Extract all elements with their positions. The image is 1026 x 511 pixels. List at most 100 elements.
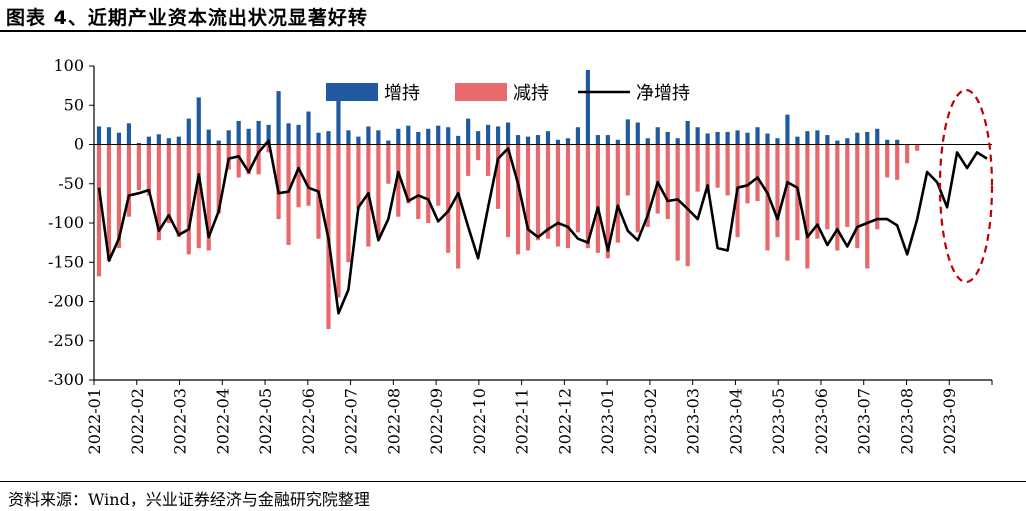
bar-decrease — [266, 144, 271, 153]
bar-increase — [296, 124, 301, 145]
bar-decrease — [545, 144, 551, 239]
bar-decrease — [525, 144, 531, 251]
bar-increase — [136, 142, 141, 145]
chart-title: 图表 4、近期产业资本流出状况显著好转 — [6, 7, 368, 29]
bar-increase — [895, 139, 900, 145]
bar-decrease — [176, 144, 181, 238]
bar-decrease — [695, 144, 700, 192]
bar-decrease — [346, 144, 351, 263]
source-note: 资料来源：Wind，兴业证券经济与金融研究院整理 — [8, 490, 370, 509]
bar-increase — [126, 123, 132, 145]
bar-decrease — [655, 144, 660, 214]
bar-increase — [426, 128, 431, 145]
bar-decrease — [905, 144, 910, 164]
bar-decrease — [496, 144, 501, 209]
bar-increase — [785, 114, 790, 145]
bar-decrease — [136, 144, 141, 191]
bar-decrease — [645, 144, 650, 227]
bar-increase — [605, 135, 610, 145]
bar-decrease — [615, 144, 620, 243]
bar-decrease — [186, 144, 191, 255]
bar-increase — [815, 130, 820, 145]
bar-decrease — [675, 144, 680, 261]
bar-decrease — [855, 144, 860, 249]
bar-increase — [376, 130, 381, 145]
highlight-ellipse — [938, 88, 994, 284]
bar-decrease — [845, 144, 850, 227]
bar-increase — [765, 133, 770, 145]
x-tick-label: 2022-04 — [213, 388, 232, 454]
bar-decrease — [885, 144, 890, 178]
bar-increase — [545, 131, 551, 145]
y-tick-label: -200 — [48, 292, 84, 311]
bar-increase — [276, 91, 281, 145]
bar-decrease — [486, 144, 491, 176]
bar-increase — [166, 138, 171, 145]
bar-increase — [825, 135, 830, 145]
bar-increase — [795, 136, 800, 145]
bar-decrease — [436, 144, 441, 206]
bar-increase — [486, 124, 491, 145]
bar-decrease — [146, 144, 151, 196]
bar-decrease — [166, 144, 171, 223]
bar-increase — [715, 131, 720, 145]
bar-increase — [316, 132, 321, 145]
x-tick-label: 2022-08 — [384, 388, 403, 454]
bar-decrease — [126, 144, 132, 217]
bar-decrease — [386, 144, 391, 184]
bar-increase — [875, 128, 880, 145]
bar-increase — [775, 138, 780, 145]
bar-increase — [386, 140, 391, 145]
bar-increase — [855, 132, 860, 145]
bar-decrease — [555, 144, 561, 247]
bar-increase — [246, 128, 251, 145]
bar-increase — [266, 124, 271, 145]
bar-increase — [146, 136, 151, 145]
bar-increase — [476, 131, 481, 145]
bar-increase — [645, 138, 650, 145]
bar-decrease — [226, 144, 231, 170]
bar-decrease — [356, 144, 361, 209]
bar-decrease — [705, 144, 710, 194]
bar-decrease — [825, 144, 830, 230]
x-tick-label: 2023-04 — [726, 388, 745, 454]
bar-increase — [515, 135, 521, 145]
bar-increase — [575, 127, 581, 145]
bar-increase — [595, 135, 600, 145]
bar-decrease — [156, 144, 161, 241]
bar-increase — [685, 120, 690, 145]
y-tick-label: 50 — [64, 95, 84, 114]
x-tick-label: 2023-07 — [855, 388, 874, 454]
x-tick-label: 2022-03 — [171, 388, 190, 454]
x-tick-label: 2023-08 — [897, 388, 916, 454]
bar-increase — [535, 135, 541, 145]
bar-increase — [196, 97, 201, 145]
x-tick-label: 2022-06 — [299, 388, 318, 454]
bar-increase — [665, 131, 670, 145]
legend-label: 减持 — [513, 83, 549, 104]
bar-increase — [565, 138, 571, 145]
y-tick-label: -100 — [48, 213, 84, 232]
bar-decrease — [296, 144, 301, 208]
line-net — [97, 139, 988, 315]
bar-decrease — [595, 144, 600, 253]
y-tick-label: -150 — [48, 252, 84, 271]
bar-decrease — [396, 144, 401, 217]
bar-increase — [226, 130, 231, 145]
bar-decrease — [755, 144, 760, 202]
bar-increase — [865, 131, 870, 145]
bar-decrease — [106, 144, 112, 261]
bar-increase — [655, 127, 660, 145]
bar-decrease — [635, 144, 640, 233]
bar-decrease — [895, 144, 900, 180]
y-tick-label: -300 — [48, 370, 84, 389]
bar-increase — [236, 120, 241, 145]
x-tick-label: 2022-01 — [85, 388, 104, 454]
x-tick-label: 2022-02 — [128, 388, 147, 454]
bar-increase — [336, 95, 341, 145]
bar-increase — [735, 130, 740, 145]
bar-decrease — [116, 144, 122, 249]
bar-increase — [326, 131, 331, 145]
bar-decrease — [406, 144, 411, 204]
bar-decrease — [246, 144, 251, 175]
